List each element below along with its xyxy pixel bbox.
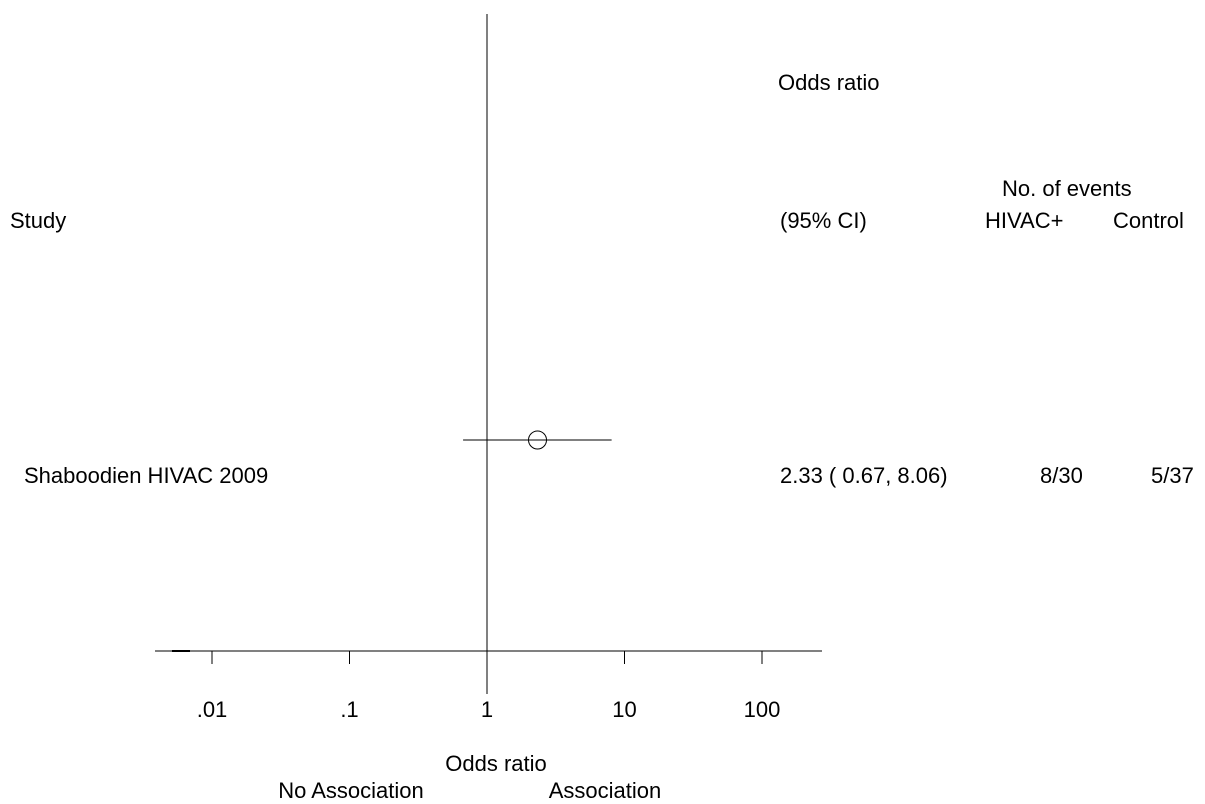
study-name: Shaboodien HIVAC 2009 <box>24 463 269 488</box>
control-column-header: Control <box>1113 208 1184 233</box>
x-tick-label: 10 <box>612 697 636 722</box>
direction-left-label: No Association <box>278 778 424 803</box>
direction-right-label: Association <box>549 778 662 803</box>
x-tick-label: 100 <box>744 697 781 722</box>
x-tick-label: .01 <box>197 697 228 722</box>
x-axis-label: Odds ratio <box>445 751 547 776</box>
x-tick-label: .1 <box>340 697 358 722</box>
study-ci-text: 2.33 ( 0.67, 8.06) <box>780 463 948 488</box>
odds-ratio-point <box>528 430 548 450</box>
ci-column-header: (95% CI) <box>780 208 867 233</box>
events-header: No. of events <box>1002 176 1132 201</box>
study-events-control: 5/37 <box>1151 463 1194 488</box>
odds-ratio-header: Odds ratio <box>778 70 880 95</box>
x-tick-label: 1 <box>481 697 493 722</box>
hivac-column-header: HIVAC+ <box>985 208 1064 233</box>
study-column-header: Study <box>10 208 67 233</box>
study-events-hivac: 8/30 <box>1040 463 1083 488</box>
